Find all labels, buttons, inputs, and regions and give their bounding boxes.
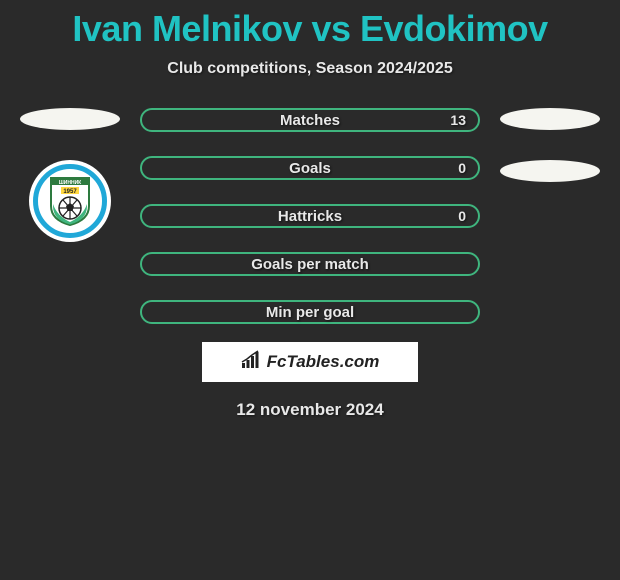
- stat-pill-goals: Goals 0: [140, 156, 480, 180]
- subtitle: Club competitions, Season 2024/2025: [167, 60, 452, 78]
- badge-ring: ШИННИК 1957: [33, 164, 107, 238]
- svg-text:1957: 1957: [63, 189, 77, 195]
- placeholder-ellipse: [500, 160, 600, 182]
- page-title: Ivan Melnikov vs Evdokimov: [72, 8, 547, 50]
- watermark-text: FcTables.com: [267, 352, 380, 372]
- stat-label: Matches: [280, 112, 340, 129]
- stat-pill-min-per-goal: Min per goal: [140, 300, 480, 324]
- stat-value: 13: [450, 112, 466, 128]
- stat-value: 0: [458, 160, 466, 176]
- badge-shield-icon: ШИННИК 1957: [47, 176, 93, 226]
- right-column: [500, 108, 600, 324]
- stat-value: 0: [458, 208, 466, 224]
- bar-chart-icon: [241, 350, 261, 375]
- stats-pills: Matches 13 Goals 0 Hattricks 0 Goals per…: [140, 108, 480, 324]
- generation-date: 12 november 2024: [236, 400, 383, 420]
- placeholder-ellipse: [20, 108, 120, 130]
- stat-pill-matches: Matches 13: [140, 108, 480, 132]
- content-row: ШИННИК 1957 Matches 13: [0, 108, 620, 324]
- stat-label: Hattricks: [278, 208, 342, 225]
- svg-text:ШИННИК: ШИННИК: [59, 180, 82, 186]
- left-column: ШИННИК 1957: [20, 108, 120, 324]
- stats-card: Ivan Melnikov vs Evdokimov Club competit…: [0, 0, 620, 580]
- stat-label: Goals per match: [251, 256, 369, 273]
- stat-pill-hattricks: Hattricks 0: [140, 204, 480, 228]
- placeholder-ellipse: [500, 108, 600, 130]
- watermark-badge: FcTables.com: [202, 342, 418, 382]
- stat-pill-goals-per-match: Goals per match: [140, 252, 480, 276]
- team-badge-shinnik: ШИННИК 1957: [29, 160, 111, 242]
- stat-label: Min per goal: [266, 304, 354, 321]
- stat-label: Goals: [289, 160, 331, 177]
